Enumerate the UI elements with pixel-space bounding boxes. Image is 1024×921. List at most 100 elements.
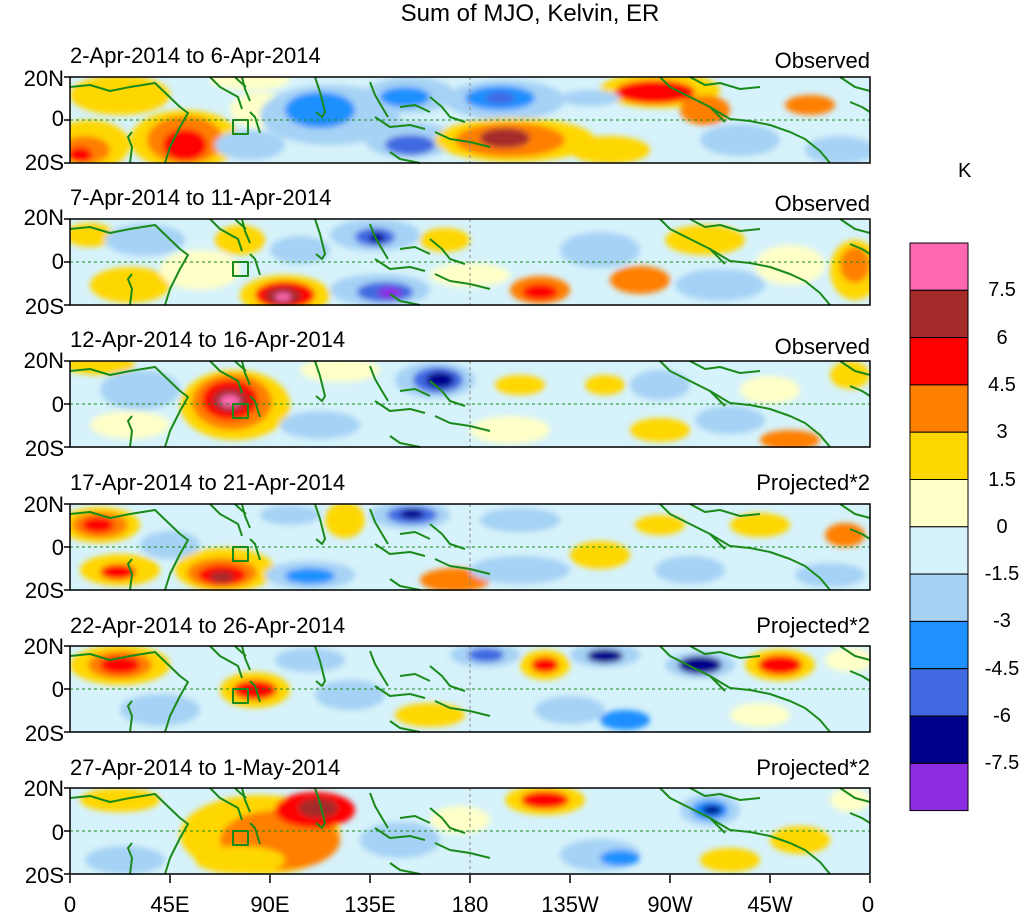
colorbar	[909, 242, 969, 812]
coastline	[434, 131, 491, 148]
panel-4-status: Projected*2	[756, 470, 870, 495]
coastline	[234, 503, 247, 515]
colorbar-level-label: 1.5	[988, 468, 1016, 491]
coastline	[429, 96, 466, 123]
coastline	[849, 670, 871, 682]
panel-3-period: 12-Apr-2014 to 16-Apr-2014	[70, 327, 346, 352]
coastline	[399, 673, 431, 682]
coastline	[69, 651, 189, 733]
coastline	[689, 360, 761, 374]
lon-label-135w: 135W	[541, 892, 599, 917]
coastline	[709, 675, 831, 733]
coastline	[849, 528, 871, 540]
coastline	[369, 508, 389, 545]
lat-label-eq: 0	[51, 535, 64, 560]
colorbar-cell	[909, 431, 969, 481]
lat-label-eq: 0	[51, 820, 64, 845]
lat-label-20n: 20N	[23, 348, 64, 373]
panel-4-period: 17-Apr-2014 to 21-Apr-2014	[70, 470, 346, 495]
coastline	[69, 366, 189, 448]
coastline	[234, 76, 247, 88]
coastline	[241, 218, 251, 244]
coastline	[374, 258, 426, 272]
coastline	[209, 787, 243, 821]
coastline	[434, 415, 491, 432]
coastline	[429, 380, 466, 407]
region-box	[232, 261, 249, 277]
coastline-group	[69, 645, 871, 733]
lon-label-180: 180	[451, 892, 489, 917]
region-box	[232, 119, 249, 135]
coastline	[434, 700, 491, 717]
coastline	[127, 842, 133, 875]
coastline	[849, 812, 871, 824]
region-box	[232, 830, 249, 846]
coastline	[689, 218, 761, 232]
coastline	[374, 827, 426, 841]
coastline	[434, 558, 491, 575]
coastline	[399, 104, 431, 113]
colorbar-level-label: 7.5	[988, 279, 1016, 302]
colorbar-level-label: -3	[993, 610, 1011, 633]
coastline	[839, 76, 871, 92]
region-box	[232, 403, 249, 419]
coastline	[849, 101, 871, 113]
coastline	[849, 243, 871, 255]
coastline	[659, 360, 726, 407]
coastline	[209, 503, 243, 537]
coastline	[234, 218, 247, 230]
coastline	[314, 503, 326, 545]
panel-3-status: Observed	[774, 334, 870, 359]
coastline	[249, 822, 261, 845]
colorbar-cell	[909, 715, 969, 764]
coastline	[369, 365, 389, 402]
coastline	[241, 360, 251, 386]
coastline	[127, 131, 133, 164]
coastline	[399, 388, 431, 397]
lat-label-20s: 20S	[24, 863, 64, 888]
coastline	[241, 503, 251, 529]
coastline	[839, 645, 871, 661]
colorbar-cell	[909, 289, 969, 339]
coastline	[314, 360, 326, 402]
lon-label-0-end: 0	[861, 892, 875, 917]
coastline	[209, 360, 243, 394]
coastline-group	[69, 76, 871, 164]
coastline	[127, 273, 133, 306]
colorbar-cell	[909, 573, 969, 622]
lat-label-eq: 0	[51, 677, 64, 702]
coastline	[374, 543, 426, 557]
colorbar-cell	[909, 762, 969, 812]
coastline	[659, 76, 726, 123]
colorbar-level-label: -6	[993, 705, 1011, 727]
coastline	[839, 218, 871, 234]
lat-label-eq: 0	[51, 392, 64, 417]
coastline	[849, 385, 871, 397]
coastline-group	[69, 360, 871, 448]
panel-5-period: 22-Apr-2014 to 26-Apr-2014	[70, 613, 346, 638]
coastline	[241, 787, 251, 813]
coastline	[369, 650, 389, 687]
region-box	[232, 546, 249, 562]
coastline	[389, 720, 421, 733]
coastline	[689, 503, 761, 517]
coastline	[659, 503, 726, 550]
coastline	[689, 787, 761, 801]
colorbar-level-label: -7.5	[984, 752, 1020, 775]
coastline	[314, 787, 326, 829]
panel-2-map	[70, 219, 870, 306]
coastline	[127, 558, 133, 591]
colorbar-cell	[909, 337, 969, 386]
lat-label-eq: 0	[51, 106, 64, 131]
coastline	[434, 842, 491, 859]
coastline	[399, 246, 431, 255]
colorbar-level-label: -1.5	[984, 563, 1020, 586]
coastline	[839, 787, 871, 803]
coastline	[659, 787, 726, 834]
coastline	[209, 645, 243, 679]
coastline	[209, 218, 243, 252]
coastline	[374, 116, 426, 130]
coastline	[369, 81, 389, 118]
lat-label-20s: 20S	[24, 294, 64, 319]
